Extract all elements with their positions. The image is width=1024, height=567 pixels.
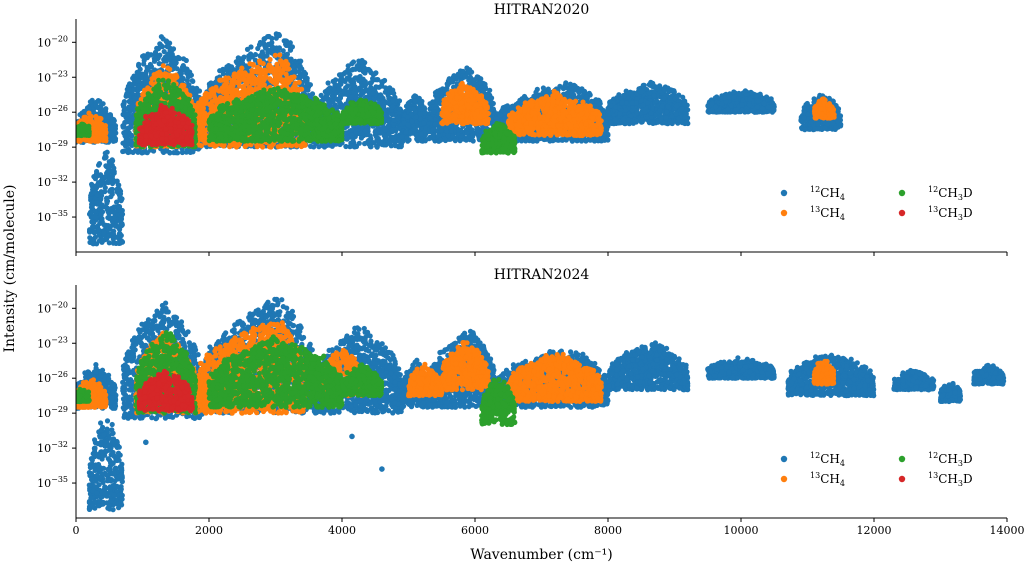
data-layer xyxy=(76,296,1007,513)
band-13ch4-4 xyxy=(505,88,604,139)
band-12ch4-13 xyxy=(971,362,1007,387)
y-tick-label: 10−20 xyxy=(37,300,68,315)
band-12ch4-11 xyxy=(891,367,937,393)
x-tick-label: 8000 xyxy=(594,524,622,537)
legend-marker xyxy=(780,189,788,197)
band-13ch4-4 xyxy=(406,361,445,399)
x-tick-label: 0 xyxy=(73,524,80,537)
panel-hitran2024: HITRAN2024 10−20 10−23 10−26 10−29 10−32 10−35… xyxy=(37,267,1024,537)
band-12ch4-1 xyxy=(86,418,125,513)
panel-hitran2020: HITRAN2020 10−20 10−23 10−26 10−29 10−32 10−35… xyxy=(37,2,1008,256)
legend-label: 12CH4 xyxy=(810,185,845,202)
y-tick-label: 10−35 xyxy=(37,209,68,224)
y-tick-label: 10−32 xyxy=(37,440,68,455)
band-12ch3d-2 xyxy=(206,85,345,144)
y-tick-label: 10−29 xyxy=(37,405,68,420)
band-12ch4-8 xyxy=(606,340,691,393)
legend-marker xyxy=(780,209,788,217)
legend-label: 13CH4 xyxy=(810,471,845,488)
data-layer xyxy=(76,31,844,247)
band-12ch4-12 xyxy=(938,380,964,405)
legend-item-12ch4: 12CH4 xyxy=(780,185,845,202)
series-13ch3d xyxy=(136,102,195,148)
y-tick-label: 10−26 xyxy=(37,104,68,119)
x-tick-label: 10000 xyxy=(724,524,759,537)
band-13ch4-3 xyxy=(439,80,491,127)
legend-marker xyxy=(780,475,788,483)
band-12ch4-1 xyxy=(87,149,126,247)
band-13ch4-5 xyxy=(811,96,837,121)
legend-marker xyxy=(898,455,906,463)
legend-label: 13CH3D xyxy=(928,471,973,488)
legend-label: 12CH4 xyxy=(810,451,845,468)
band-12ch3d-0 xyxy=(76,121,92,139)
legend-marker xyxy=(898,189,906,197)
legend-item-12ch4: 12CH4 xyxy=(780,451,845,468)
band-13ch4-5 xyxy=(439,340,491,393)
legend-marker xyxy=(898,475,906,483)
outlier-point-0 xyxy=(143,439,149,446)
x-tick-label: 4000 xyxy=(328,524,356,537)
legend-label: 12CH3D xyxy=(928,185,973,202)
band-12ch3d-0 xyxy=(76,386,92,405)
legend-item-12ch3d: 12CH3D xyxy=(898,451,973,468)
band-12ch4-9 xyxy=(705,355,777,381)
panel-title: HITRAN2020 xyxy=(494,2,590,18)
band-12ch3d-3 xyxy=(339,362,385,399)
legend: 12CH4 13CH4 12CH3D 13CH3D xyxy=(780,185,973,222)
x-tick-label: 14000 xyxy=(990,524,1024,537)
x-tick-label: 2000 xyxy=(195,524,223,537)
y-tick-label: 10−23 xyxy=(37,69,68,84)
legend-label: 13CH3D xyxy=(928,205,973,222)
band-12ch4-5 xyxy=(399,93,431,144)
y-tick-label: 10−29 xyxy=(37,139,68,154)
legend-label: 12CH3D xyxy=(928,451,973,468)
series-13ch3d xyxy=(136,368,195,414)
band-13ch3d-0 xyxy=(136,368,195,414)
y-tick-label: 10−32 xyxy=(37,174,68,189)
y-axis-label: Intensity (cm/molecule) xyxy=(2,185,18,353)
y-tick-label: 10−35 xyxy=(37,475,68,490)
band-13ch4-7 xyxy=(811,358,837,387)
legend: 12CH4 13CH4 12CH3D 13CH3D xyxy=(780,451,973,488)
x-tick-label: 6000 xyxy=(461,524,489,537)
legend-item-12ch3d: 12CH3D xyxy=(898,185,973,202)
panel-title: HITRAN2024 xyxy=(494,267,590,283)
legend-label: 13CH4 xyxy=(810,205,845,222)
legend-item-13ch4: 13CH4 xyxy=(780,205,845,222)
legend-item-13ch3d: 13CH3D xyxy=(898,205,973,222)
outlier-point-1 xyxy=(349,433,355,440)
y-tick-label: 10−26 xyxy=(37,370,68,385)
y-tick-label: 10−20 xyxy=(37,34,68,49)
y-tick-label: 10−23 xyxy=(37,335,68,350)
band-12ch3d-3 xyxy=(339,97,385,127)
band-13ch3d-0 xyxy=(136,102,195,148)
x-axis-label: Wavenumber (cm⁻¹) xyxy=(470,547,612,563)
band-12ch3d-4 xyxy=(479,377,518,428)
legend-item-13ch4: 13CH4 xyxy=(780,471,845,488)
legend-item-13ch3d: 13CH3D xyxy=(898,471,973,488)
legend-marker xyxy=(898,209,906,217)
outlier-point-2 xyxy=(379,466,385,472)
series-12ch3d xyxy=(76,330,518,428)
band-12ch4-9 xyxy=(705,88,777,115)
x-tick-label: 12000 xyxy=(857,524,892,537)
band-12ch4-8 xyxy=(605,79,691,127)
legend-marker xyxy=(780,455,788,463)
band-12ch3d-4 xyxy=(479,120,518,156)
